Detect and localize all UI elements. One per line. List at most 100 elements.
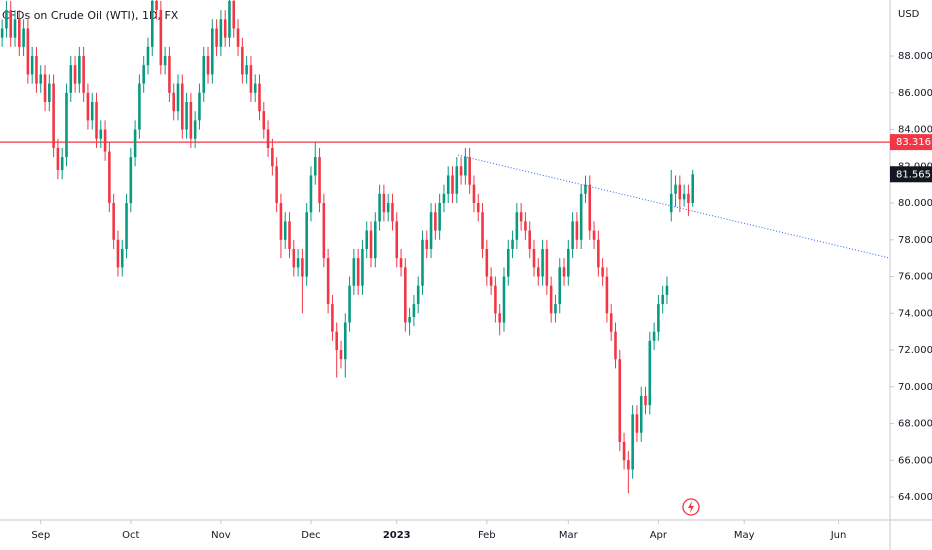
candle-body — [318, 157, 321, 204]
candle-body — [498, 313, 501, 323]
candle-body — [339, 350, 343, 360]
candle-body — [511, 239, 514, 249]
candle-body — [528, 230, 531, 249]
candle-body — [22, 28, 25, 47]
candle-body — [669, 193, 673, 213]
candle-body — [627, 460, 630, 470]
candle-body — [571, 221, 574, 249]
y-tick-label: 66.000 — [898, 455, 932, 466]
candle-body — [78, 56, 81, 84]
candle-body — [95, 101, 98, 139]
candle-body — [682, 193, 686, 200]
candle-body — [313, 157, 317, 176]
candle-body — [652, 331, 656, 341]
last-price-label: 81.565 — [896, 169, 931, 180]
candle-body — [18, 19, 21, 47]
candle-body — [382, 193, 386, 213]
candle-body — [296, 258, 300, 268]
y-tick-label: 74.000 — [898, 308, 932, 319]
candle-body — [489, 276, 493, 286]
candle-body — [279, 203, 283, 240]
candle-body — [455, 166, 459, 194]
candle-body — [601, 267, 604, 277]
candle-body — [545, 248, 549, 286]
x-tick-label: Dec — [301, 530, 320, 541]
x-tick-label: Jun — [830, 530, 847, 541]
candle-body — [644, 395, 647, 406]
candle-body — [356, 258, 360, 286]
candle-body — [138, 83, 141, 130]
y-tick-label: 70.000 — [898, 382, 932, 393]
candle-body — [198, 92, 201, 121]
candle-body — [485, 248, 489, 277]
candle-body — [258, 83, 261, 112]
candle-body — [618, 359, 622, 442]
candle-body — [404, 267, 407, 323]
candle-body — [421, 239, 424, 286]
candle-body — [515, 212, 519, 240]
x-tick-label: Mar — [559, 530, 579, 541]
alert-icon[interactable] — [682, 498, 700, 516]
candle-body — [399, 258, 403, 268]
candle-body — [554, 304, 557, 314]
candle-body — [211, 28, 214, 75]
candle-body — [558, 267, 562, 305]
candle-body — [438, 203, 441, 231]
candle-body — [408, 316, 411, 323]
candle-body — [631, 414, 634, 470]
candle-body — [245, 65, 248, 75]
candle-body — [52, 83, 55, 148]
candle-body — [305, 212, 308, 277]
candle-body — [241, 46, 244, 75]
candle-body — [494, 285, 497, 314]
level-price-box — [890, 134, 932, 151]
candle-body — [288, 221, 291, 249]
y-tick-label: 64.000 — [898, 492, 932, 503]
candle-body — [35, 56, 38, 84]
candle-body — [60, 157, 64, 170]
x-tick-label: Feb — [478, 530, 496, 541]
candle-body — [133, 129, 137, 158]
candle-body — [549, 285, 553, 314]
candle-body — [481, 212, 484, 249]
candle-body — [172, 92, 175, 112]
candle-body — [691, 174, 694, 204]
candle-body — [43, 74, 47, 102]
candle-body — [605, 276, 609, 314]
candle-body — [73, 65, 77, 84]
candle-body — [609, 313, 613, 332]
candle-body — [687, 193, 690, 204]
candle-body — [369, 230, 373, 259]
candle-body — [108, 151, 111, 204]
candle-body — [185, 101, 188, 130]
candle-body — [26, 28, 30, 75]
x-tick-label: Nov — [211, 530, 231, 541]
candle-body — [348, 285, 351, 323]
candle-body — [99, 129, 103, 139]
candle-body — [352, 258, 356, 286]
candle-body — [378, 193, 381, 222]
candle-body — [9, 10, 13, 38]
candle-body — [678, 184, 682, 200]
candle-body — [464, 157, 467, 176]
candle-body — [472, 184, 476, 204]
candle-body — [322, 203, 326, 259]
y-tick-label: 76.000 — [898, 272, 932, 283]
candle-body — [614, 331, 617, 360]
candle-body — [331, 304, 334, 332]
candle-body — [416, 285, 420, 305]
chart-title: CFDs on Crude Oil (WTI), 1D, FX — [2, 9, 179, 22]
candle-body — [588, 184, 592, 231]
candle-body — [537, 267, 540, 277]
candle-body — [249, 65, 253, 93]
candle-body — [223, 19, 227, 38]
x-tick-label: Oct — [122, 530, 139, 541]
candle-body — [56, 147, 60, 170]
candle-body — [326, 258, 330, 305]
trendline — [457, 154, 891, 259]
candle-body — [0, 28, 4, 38]
candle-body — [189, 101, 193, 139]
candle-body — [86, 92, 90, 121]
candle-body — [90, 101, 94, 121]
